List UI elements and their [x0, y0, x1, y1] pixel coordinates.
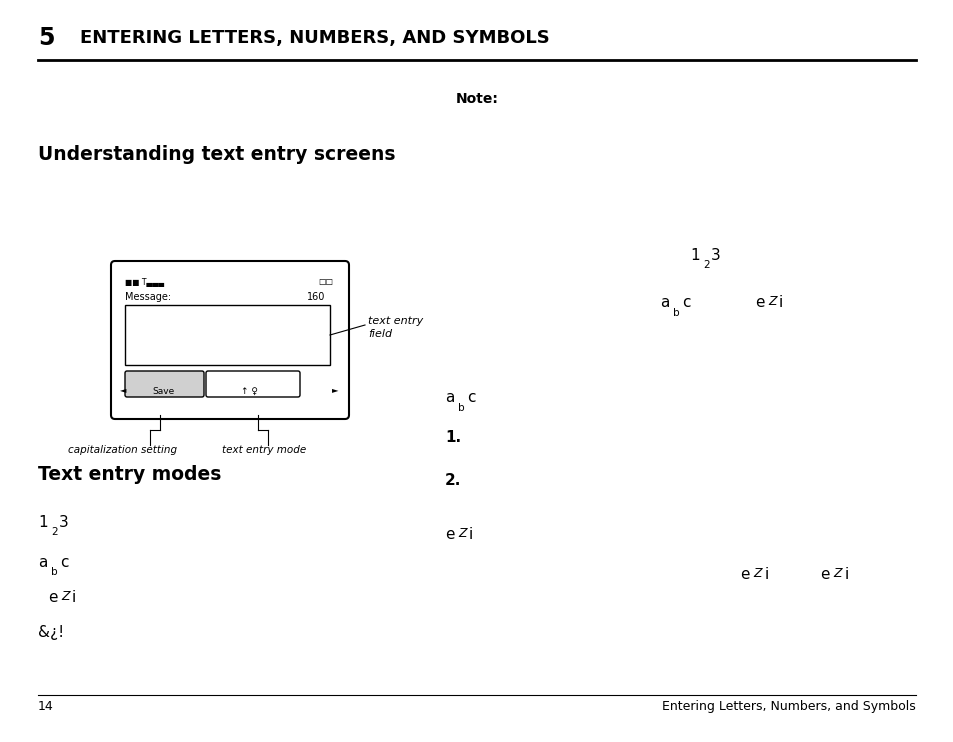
Text: c: c [681, 295, 690, 310]
FancyBboxPatch shape [125, 371, 204, 397]
Text: Z: Z [457, 527, 466, 540]
Text: e: e [754, 295, 763, 310]
Text: Understanding text entry screens: Understanding text entry screens [38, 145, 395, 164]
Text: text entry: text entry [368, 316, 423, 326]
Text: 1.: 1. [444, 430, 460, 445]
Text: ◄: ◄ [120, 385, 127, 394]
Text: 160: 160 [306, 292, 325, 302]
Bar [125, 305, 330, 365]
Text: Message:: Message: [125, 292, 171, 302]
Text: 1: 1 [689, 248, 699, 263]
Text: c: c [467, 390, 475, 405]
Text: i: i [764, 567, 768, 582]
Text: Z: Z [832, 567, 841, 580]
Text: ►: ► [332, 385, 338, 394]
Text: text entry mode: text entry mode [222, 445, 306, 455]
Text: i: i [779, 295, 782, 310]
Text: b: b [672, 308, 679, 318]
Text: Z: Z [767, 295, 776, 308]
Text: Text entry modes: Text entry modes [38, 465, 221, 484]
Text: e: e [740, 567, 749, 582]
Text: ↑ ♀: ↑ ♀ [241, 387, 258, 396]
Text: 5: 5 [38, 26, 54, 50]
Text: Save: Save [152, 387, 175, 396]
Text: ENTERING LETTERS, NUMBERS, AND SYMBOLS: ENTERING LETTERS, NUMBERS, AND SYMBOLS [80, 29, 549, 47]
Text: field: field [368, 329, 392, 339]
Text: b: b [51, 567, 57, 577]
Text: 14: 14 [38, 700, 53, 713]
Text: Note:: Note: [456, 92, 497, 106]
Text: e: e [48, 590, 57, 605]
FancyBboxPatch shape [111, 261, 349, 419]
Text: ☐☐: ☐☐ [317, 278, 333, 287]
Text: capitalization setting: capitalization setting [68, 445, 177, 455]
Text: e: e [444, 527, 454, 542]
Text: b: b [457, 403, 464, 413]
Text: a: a [659, 295, 669, 310]
Text: Z: Z [752, 567, 760, 580]
Text: a: a [38, 555, 48, 570]
Text: 3: 3 [710, 248, 720, 263]
Text: i: i [469, 527, 473, 542]
Text: 1: 1 [38, 515, 48, 530]
Text: i: i [71, 590, 76, 605]
Text: 2: 2 [51, 527, 57, 537]
Text: 2: 2 [702, 260, 709, 270]
Text: &¿!: &¿! [38, 625, 64, 640]
Text: ■■ T▄▄▄: ■■ T▄▄▄ [125, 278, 164, 287]
FancyBboxPatch shape [206, 371, 299, 397]
Text: Entering Letters, Numbers, and Symbols: Entering Letters, Numbers, and Symbols [661, 700, 915, 713]
Text: 3: 3 [59, 515, 69, 530]
Text: i: i [844, 567, 848, 582]
Text: e: e [820, 567, 828, 582]
Text: a: a [444, 390, 454, 405]
Text: c: c [60, 555, 69, 570]
Text: 2.: 2. [444, 473, 461, 488]
Text: Z: Z [61, 590, 70, 603]
